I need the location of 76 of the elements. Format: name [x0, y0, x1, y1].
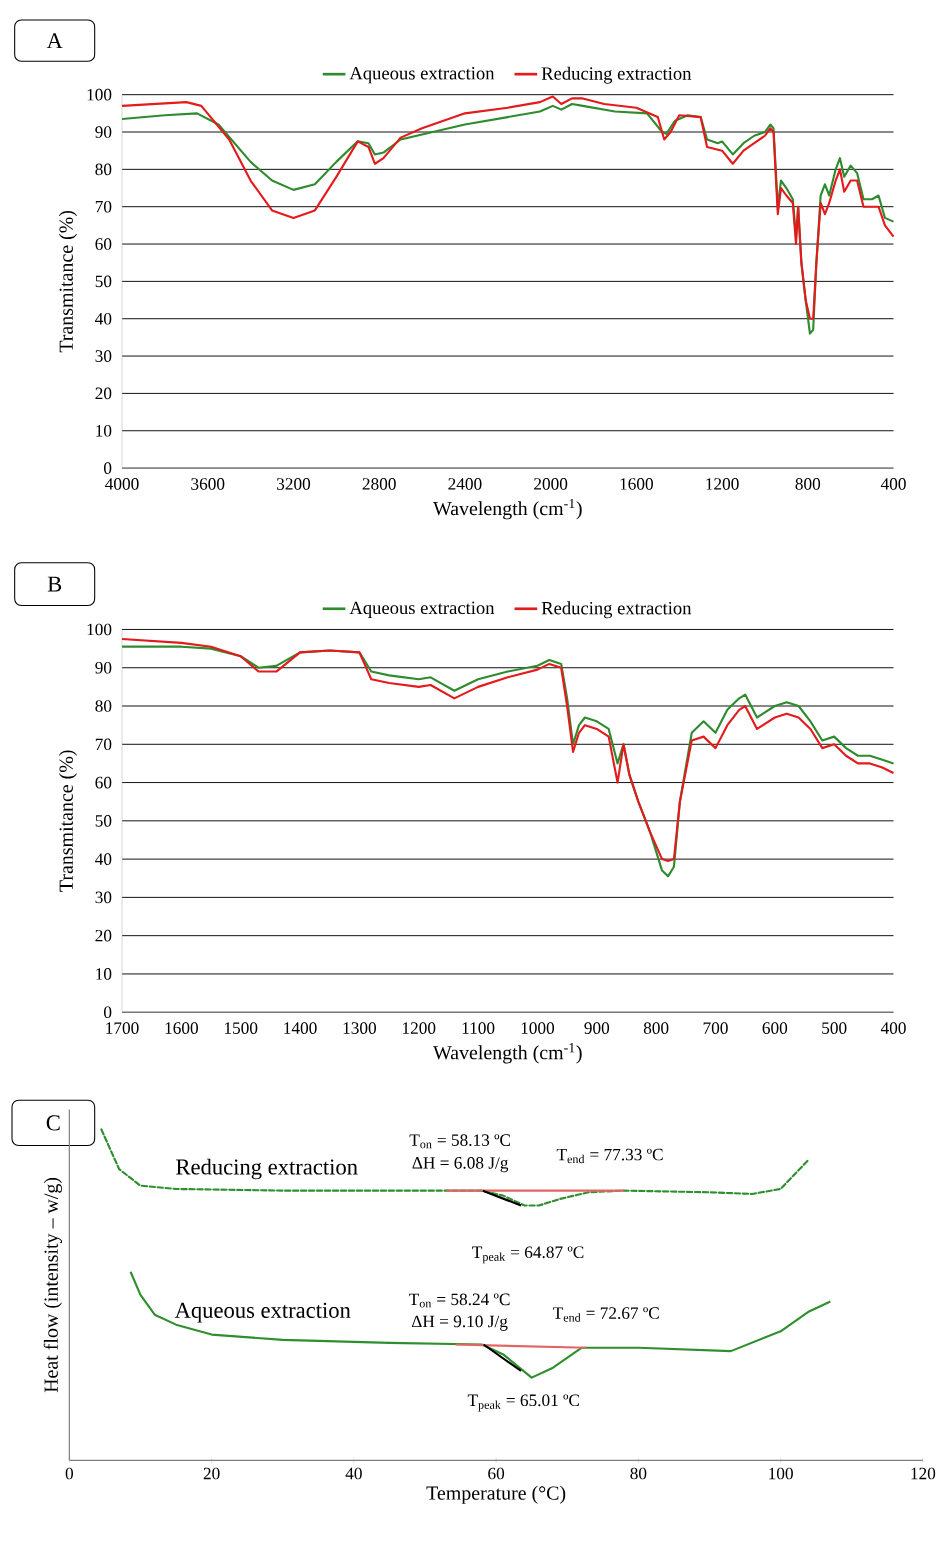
y-axis-title: Transmitance (%) [58, 210, 77, 353]
y-axis-title: Transmitance (%) [58, 750, 77, 892]
x-tick-label: 800 [643, 1022, 669, 1034]
x-tick-label: 80 [630, 1467, 647, 1480]
y-tick-label: 100 [87, 88, 112, 101]
x-tick-label: 2400 [448, 478, 482, 490]
x-tick-label: 1200 [402, 1022, 436, 1034]
y-axis-title: Heat flow (intensity – w/g) [43, 1177, 62, 1393]
annotation: T$_{end}$ = 72.67 ºC [552, 1307, 659, 1322]
y-tick-label: 0 [103, 462, 112, 474]
y-tick-label: 0 [103, 1006, 112, 1019]
y-tick-label: 20 [95, 929, 112, 942]
x-tick-label: 20 [203, 1467, 220, 1480]
x-tick-label: 120 [911, 1467, 936, 1480]
legend-label: Reducing extraction [541, 601, 692, 619]
annotation: T$_{peak}$ = 64.87 ºC [472, 1246, 584, 1264]
series-label: Reducing extraction [176, 1158, 358, 1180]
x-tick-label: 1600 [165, 1022, 198, 1034]
x-tick-label: 400 [880, 1022, 906, 1034]
x-axis-title: Temperature (°C) [426, 1485, 566, 1504]
annotation: T$_{end}$ = 77.33 ºC [556, 1148, 663, 1164]
y-tick-label: 40 [94, 312, 112, 325]
x-tick-label: 100 [769, 1467, 793, 1480]
x-tick-label: 700 [703, 1022, 728, 1034]
y-tick-label: 90 [95, 126, 112, 138]
x-tick-label: 900 [584, 1022, 609, 1034]
chart-title: B [47, 576, 62, 592]
x-tick-label: 1400 [284, 1022, 317, 1034]
annotation: T$_{peak}$ = 65.01 ºC [467, 1394, 579, 1412]
x-tick-label: 400 [880, 478, 906, 490]
series-label: Aqueous extraction [174, 1302, 351, 1323]
x-tick-label: 1000 [521, 1022, 554, 1034]
chart-title: A [46, 33, 63, 49]
y-tick-label: 50 [95, 815, 112, 827]
y-tick-label: 40 [94, 853, 112, 865]
y-tick-label: 60 [95, 238, 112, 250]
y-tick-label: 10 [96, 424, 112, 437]
x-tick-label: 800 [795, 478, 820, 490]
legend-label: Aqueous extraction [349, 67, 495, 84]
y-tick-label: 90 [95, 661, 112, 674]
y-tick-label: 10 [96, 968, 112, 980]
x-axis-title: Wavelength (cm$^{-1}$) [432, 1043, 582, 1064]
y-tick-label: 80 [95, 163, 112, 176]
y-tick-label: 60 [95, 776, 112, 789]
chart-title: C [46, 1115, 60, 1131]
x-tick-label: 4000 [104, 478, 139, 490]
x-tick-label: 1700 [106, 1022, 139, 1034]
x-tick-label: 1600 [620, 478, 653, 490]
annotation: ΔH = 9.10 J/g [411, 1315, 508, 1331]
x-tick-label: 1100 [462, 1022, 495, 1034]
annotation: T$_{on}$ = 58.13 ºC [409, 1134, 510, 1149]
annotation: ΔH = 6.08 J/g [412, 1157, 509, 1173]
x-tick-label: 1500 [224, 1022, 258, 1034]
x-tick-label: 0 [65, 1467, 73, 1480]
x-tick-label: 3600 [191, 478, 225, 490]
x-tick-label: 3200 [276, 478, 310, 490]
x-tick-label: 500 [822, 1022, 847, 1034]
legend-label: Reducing extraction [541, 66, 692, 84]
x-tick-label: 600 [762, 1022, 788, 1034]
x-tick-label: 40 [345, 1467, 362, 1480]
y-tick-label: 80 [95, 700, 112, 712]
x-tick-label: 1300 [343, 1022, 376, 1034]
x-tick-label: 60 [488, 1467, 504, 1480]
x-tick-label: 1200 [706, 478, 739, 490]
y-tick-label: 100 [87, 623, 112, 636]
y-tick-label: 20 [95, 387, 112, 400]
y-tick-label: 70 [95, 200, 112, 213]
annotation: T$_{on}$ = 58.24 ºC [408, 1293, 510, 1308]
y-tick-label: 30 [95, 350, 112, 362]
y-tick-label: 50 [95, 275, 112, 288]
x-tick-label: 2800 [362, 478, 396, 490]
x-tick-label: 2000 [534, 478, 568, 490]
x-axis-title: Wavelength (cm$^{-1}$) [432, 498, 582, 520]
y-tick-label: 30 [95, 891, 112, 904]
legend-label: Aqueous extraction [349, 601, 495, 618]
y-tick-label: 70 [95, 738, 112, 751]
